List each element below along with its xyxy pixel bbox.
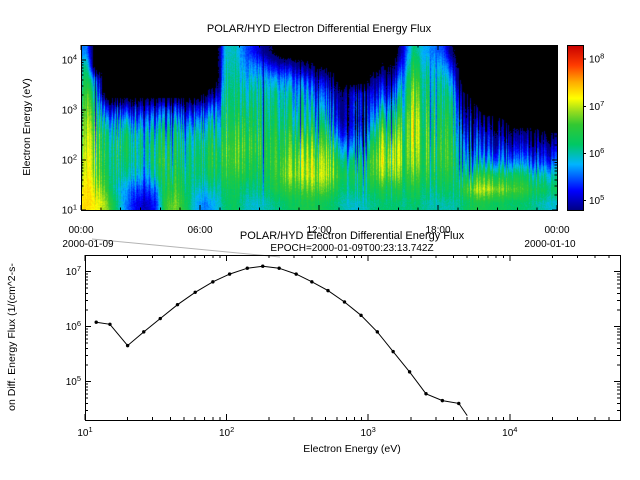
- date-left-label: 2000-01-09: [62, 239, 114, 250]
- spectrogram-title: POLAR/HYD Electron Differential Energy F…: [207, 23, 432, 35]
- flux-data-point: [211, 280, 215, 284]
- spectrogram-frame: [81, 45, 558, 211]
- flux-data-point: [407, 370, 412, 374]
- spec-y-tick-label: 101: [62, 203, 77, 217]
- flux-data-point: [245, 266, 249, 270]
- epoch-connector-line: [91, 238, 281, 258]
- flux-data-point: [457, 401, 461, 406]
- flux-data-point: [359, 313, 363, 318]
- line-y-tick-label: 106: [66, 319, 81, 333]
- lineplot-title: POLAR/HYD Electron Differential Energy F…: [240, 230, 465, 242]
- date-right-label: 2000-01-10: [524, 239, 576, 250]
- flux-data-point: [193, 290, 197, 294]
- colorbar-tick-label: 107: [589, 99, 604, 113]
- flux-data-point: [125, 343, 130, 348]
- lineplot-epoch: EPOCH=2000-01-09T00:23:13.742Z: [270, 243, 433, 254]
- flux-data-point: [108, 322, 112, 326]
- lineplot-ylabel: on Diff. Energy Flux (1/(cm^2-s-: [6, 263, 18, 411]
- flux-data-point: [342, 300, 347, 304]
- flux-data-point: [261, 264, 265, 268]
- spec-x-tick-label: 12:00: [306, 225, 331, 236]
- spectrogram-heatmap: [81, 45, 557, 210]
- flux-series-line: [96, 265, 468, 416]
- flux-data-point: [440, 398, 445, 403]
- colorbar-tick-label: 105: [589, 193, 604, 207]
- flux-data-point: [175, 302, 180, 307]
- line-y-tick-label: 107: [66, 264, 81, 278]
- flux-data-point: [424, 392, 428, 396]
- spec-x-tick-label: 06:00: [187, 225, 212, 236]
- line-x-tick-label: 104: [502, 425, 517, 439]
- flux-data-point: [158, 316, 162, 321]
- line-x-tick-label: 101: [77, 425, 92, 439]
- flux-data-point: [326, 288, 330, 293]
- flux-data-point: [142, 330, 146, 334]
- spec-x-tick-label: 18:00: [425, 225, 450, 236]
- colorbar-gradient: [567, 45, 584, 211]
- colorbar-frame: [567, 45, 584, 211]
- flux-data-point: [310, 280, 314, 284]
- lineplot-frame: [85, 255, 621, 421]
- flux-data-point: [294, 272, 298, 276]
- line-x-tick-label: 103: [361, 425, 376, 439]
- spec-x-tick-label: 00:00: [544, 225, 569, 236]
- flux-data-point: [375, 330, 380, 334]
- flux-data-point: [94, 320, 98, 324]
- spec-x-tick-label: 00:00: [68, 225, 93, 236]
- colorbar-tick-label: 108: [589, 52, 604, 66]
- spec-y-tick-label: 104: [62, 53, 77, 67]
- spec-y-tick-label: 103: [62, 103, 77, 117]
- line-y-tick-label: 105: [66, 374, 81, 388]
- flux-data-point: [277, 266, 281, 270]
- flux-data-point: [391, 349, 395, 354]
- line-x-tick-label: 102: [219, 425, 234, 439]
- lineplot-xlabel: Electron Energy (eV): [303, 443, 400, 455]
- colorbar-tick-label: 106: [589, 146, 604, 160]
- spectrogram-ylabel: Electron Energy (eV): [21, 78, 33, 175]
- spec-y-tick-label: 102: [62, 153, 77, 167]
- flux-data-point: [227, 272, 232, 276]
